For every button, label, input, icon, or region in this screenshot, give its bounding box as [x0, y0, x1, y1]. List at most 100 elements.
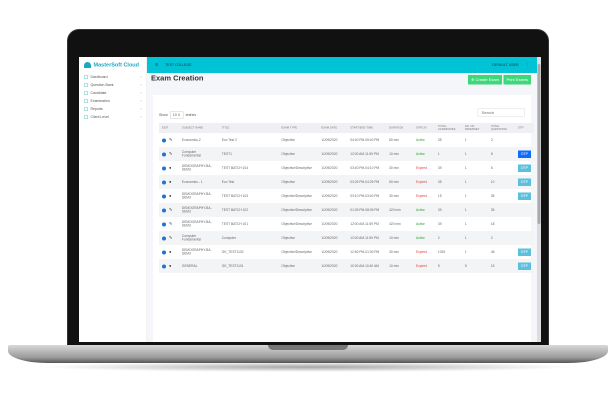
column-header[interactable]: TOTAL QUESTIONS — [487, 123, 515, 133]
chevron-left-icon: ‹ — [140, 83, 142, 87]
title-cell: Eco Test 2 — [221, 138, 237, 142]
subject-cell: DEMOGRAPHY-BA-SEM3 — [181, 248, 212, 256]
column-header[interactable]: TITLE — [218, 123, 279, 133]
search-input[interactable] — [477, 108, 525, 117]
otp-cell: OTP — [515, 189, 534, 203]
column-header[interactable]: TOTAL CANDIDATES — [434, 123, 462, 133]
view-icon[interactable]: ● — [169, 263, 172, 269]
help-icon[interactable] — [162, 166, 166, 171]
college-name: TEST COLLEGE — [165, 63, 192, 67]
duration-cell: 420 min — [389, 208, 401, 212]
candidates-cell: 39 — [437, 208, 442, 212]
sidebar-item-reports[interactable]: Reports ‹ — [79, 105, 147, 113]
edit-cell: ● — [159, 175, 179, 189]
sidebar-item-question-bank[interactable]: Question Bank ‹ — [79, 81, 147, 89]
view-icon[interactable]: ● — [169, 249, 172, 255]
questions-cell: 10 — [490, 180, 495, 184]
scrollbar[interactable] — [537, 57, 541, 342]
column-header[interactable]: OTP — [514, 123, 534, 133]
sets-cell: 1 — [464, 166, 467, 170]
laptop-shadow — [40, 362, 576, 372]
column-header[interactable]: DURATION — [386, 123, 413, 133]
menu-item-icon — [84, 83, 88, 87]
user-menu[interactable]: DEFAULT USER — [492, 63, 519, 67]
sets-cell: 1 — [464, 250, 467, 254]
sidebar-item-label: Client Level — [90, 115, 109, 119]
subject-cell: DEMOGRAPHY-BA-SEM3 — [181, 206, 212, 214]
laptop-base — [8, 345, 608, 363]
candidates-cell: 35 — [437, 180, 442, 184]
time-cell: 03:25 PM-04:25 PM — [350, 180, 380, 184]
sidebar-item-label: Question Bank — [90, 83, 114, 87]
view-icon[interactable]: ● — [169, 193, 172, 199]
candidates-cell: 15 — [437, 194, 442, 198]
column-header[interactable]: SUBJECT NAME — [178, 123, 219, 133]
help-icon[interactable] — [162, 180, 166, 185]
print-exams-button[interactable]: Print Exams — [503, 75, 531, 85]
help-icon[interactable] — [162, 194, 166, 199]
edit-cell: ✎ — [159, 203, 179, 217]
time-cell: 03:40 PM-04:10 PM — [350, 166, 380, 170]
duration-cell: 60 min — [389, 180, 399, 184]
help-icon[interactable] — [162, 236, 166, 241]
column-header[interactable]: EXAM TYPE — [278, 123, 319, 133]
pencil-icon[interactable]: ✎ — [169, 137, 173, 143]
sidebar-item-label: Candidate — [90, 91, 107, 95]
questions-cell: 2 — [490, 138, 493, 142]
status-cell: Expired — [415, 166, 428, 170]
more-icon[interactable]: ⋮ — [525, 63, 530, 68]
menu-icon[interactable]: ☰ — [155, 63, 159, 68]
date-cell: 11/09/2020 — [321, 222, 338, 226]
candidates-cell: 39 — [437, 166, 442, 170]
view-icon[interactable]: ● — [169, 179, 172, 185]
otp-button[interactable]: OTP — [517, 248, 531, 256]
column-header[interactable]: EXAM DATE — [318, 123, 348, 133]
create-exam-button[interactable]: ⊕ Create Exam — [468, 75, 502, 85]
column-header[interactable]: START/END TIME — [347, 123, 387, 133]
time-cell: 04:40 PM-05:40 PM — [350, 138, 380, 142]
help-icon[interactable] — [162, 222, 166, 227]
column-header[interactable]: EDIT — [159, 123, 179, 133]
title-cell: TEST1 — [221, 152, 232, 156]
otp-button[interactable]: OTP — [517, 178, 531, 186]
sets-cell: 1 — [464, 180, 467, 184]
help-icon[interactable] — [162, 250, 166, 255]
pencil-icon[interactable]: ✎ — [169, 235, 173, 241]
otp-button[interactable]: OTP — [517, 192, 531, 200]
otp-cell: OTP — [515, 147, 534, 161]
column-header[interactable]: STATUS — [412, 123, 435, 133]
date-cell: 11/09/2020 — [321, 152, 338, 156]
status-cell: Expired — [415, 194, 428, 198]
status-cell: Expired — [415, 264, 428, 268]
sets-cell: 1 — [464, 208, 467, 212]
help-icon[interactable] — [162, 138, 166, 143]
cloud-icon — [84, 62, 91, 68]
sidebar-item-label: Reports — [90, 107, 103, 111]
show-label: Show — [159, 113, 168, 117]
sidebar-item-examination[interactable]: Examination ‹ — [79, 97, 147, 105]
type-cell: Objective — [281, 138, 295, 142]
column-header[interactable]: NO. OF PAPERSET — [461, 123, 488, 133]
view-icon[interactable]: ● — [169, 165, 172, 171]
date-cell: 11/09/2020 — [321, 208, 338, 212]
otp-button[interactable]: OTP — [517, 262, 531, 270]
brand-logo[interactable]: MasterSoft Cloud — [79, 57, 147, 73]
sidebar-item-client-level[interactable]: Client Level ‹ — [79, 113, 147, 121]
help-icon[interactable] — [162, 152, 166, 157]
otp-button[interactable]: OTP — [517, 164, 531, 172]
pencil-icon[interactable]: ✎ — [169, 207, 173, 213]
help-icon[interactable] — [162, 264, 166, 269]
pencil-icon[interactable]: ✎ — [169, 221, 173, 227]
pencil-icon[interactable]: ✎ — [169, 151, 173, 157]
page-title: Exam Creation — [151, 74, 204, 83]
help-icon[interactable] — [162, 208, 166, 213]
sidebar: MasterSoft Cloud Dashboard ‹ Question Bank… — [79, 57, 147, 342]
sidebar-item-candidate[interactable]: Candidate ‹ — [79, 89, 147, 97]
otp-button[interactable]: OTP — [517, 150, 531, 158]
sidebar-item-dashboard[interactable]: Dashboard ‹ — [79, 73, 147, 81]
time-cell: 12:00 AM-11:59 PM — [350, 152, 379, 156]
table-row: ● DEMOGRAPHY-BA-SEM3 GK_TEST1102 Objective/… — [159, 245, 534, 259]
date-cell: 11/09/2020 — [321, 264, 338, 268]
entries-select[interactable]: 10 ⇕ — [169, 111, 184, 119]
title-cell: TEST BATCH 102 — [221, 208, 249, 212]
